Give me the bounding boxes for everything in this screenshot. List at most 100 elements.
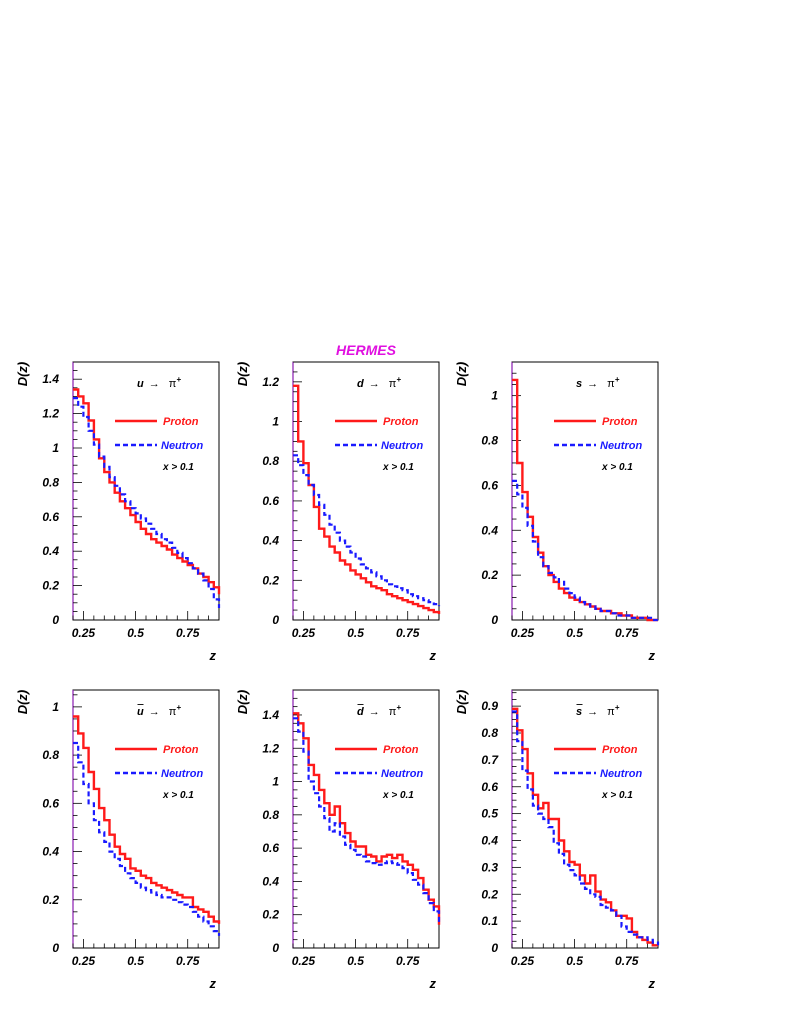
y-tick-label: 1 [52,441,59,455]
neutron-series-line [293,717,441,923]
y-tick-label: 0.8 [262,808,279,822]
x-tick-label: 0.25 [292,626,316,640]
y-axis-label: D(z) [15,362,30,387]
x-tick-label: 0.5 [566,626,583,640]
panel-5: 0.25 0.5 0.75 0 0.2 0.4 0.6 0.8 1 1.2 1.4 z D(z) d → π+… [235,689,441,991]
process-label: d → π+ [357,703,401,718]
process-label: u → π+ [137,703,181,718]
y-tick-label: 0.9 [481,699,498,713]
process-quark: d [357,378,364,390]
process-quark: u [137,706,144,718]
neutron-series-line [73,397,221,608]
x-tick-label: 0.25 [292,954,316,968]
x-tick-label: 0.75 [615,954,639,968]
legend-neutron-label: Neutron [381,768,423,780]
y-tick-label: 0 [52,613,59,627]
y-tick-label: 1 [491,389,498,403]
process-arrow: → [369,378,380,390]
y-tick-label: 0.8 [481,726,498,740]
figure-title: HERMES [336,342,397,358]
process-pion: π [389,378,397,390]
panel-1: 0.25 0.5 0.75 0 0.2 0.4 0.6 0.8 1 1.2 1.4 z D(z) u → π+… [15,361,221,663]
x-tick-label: 0.5 [347,626,364,640]
x-axis-label: z [429,648,437,663]
process-charge: + [176,703,181,712]
y-tick-label: 1.4 [262,708,279,722]
x-tick-label: 0.25 [72,954,96,968]
x-tick-label: 0.75 [396,954,420,968]
neutron-series-line [73,741,221,936]
y-tick-label: 0.4 [481,834,498,848]
legend-cut-label: x > 0.1 [382,790,414,801]
y-tick-label: 0.6 [42,510,59,524]
y-tick-label: 0.4 [262,874,279,888]
y-tick-label: 0.3 [481,860,498,874]
y-tick-label: 0.8 [42,475,59,489]
x-tick-label: 0.5 [566,954,583,968]
legend-proton-label: Proton [383,416,419,428]
legend-neutron-label: Neutron [600,440,642,452]
legend-neutron-label: Neutron [600,768,642,780]
y-tick-label: 0.6 [481,780,498,794]
legend-cut-label: x > 0.1 [601,790,633,801]
process-quark: s [576,378,582,390]
process-charge: + [176,375,181,384]
x-tick-label: 0.75 [615,626,639,640]
legend-cut-label: x > 0.1 [162,462,194,473]
y-tick-label: 0.2 [42,579,59,593]
legend-proton-label: Proton [163,416,199,428]
y-tick-label: 0 [491,613,498,627]
x-axis-label: z [648,648,656,663]
y-tick-label: 1 [272,775,279,789]
x-tick-label: 0.5 [127,626,144,640]
y-tick-label: 0.2 [262,908,279,922]
process-arrow: → [587,378,598,390]
process-label: u → π+ [137,375,181,390]
y-tick-label: 0 [491,941,498,955]
process-arrow: → [149,706,160,718]
plot-frame [511,361,659,621]
legend-proton-label: Proton [602,416,638,428]
neutron-series-line [512,710,660,946]
y-axis-label: D(z) [15,690,30,715]
y-tick-label: 0 [52,941,59,955]
process-pion: π [607,378,615,390]
y-tick-label: 1.2 [42,407,59,421]
y-tick-label: 1.4 [42,372,59,386]
y-tick-label: 0.6 [262,841,279,855]
legend-neutron-label: Neutron [161,440,203,452]
process-pion: π [607,706,615,718]
plot-frame [72,361,220,621]
proton-series-line [293,384,441,614]
process-pion: π [389,706,397,718]
x-tick-label: 0.5 [127,954,144,968]
panel-3: 0.25 0.5 0.75 0 0.2 0.4 0.6 0.8 1 z D(z) s → π+ Proton… [454,361,659,663]
y-axis-label: D(z) [454,362,469,387]
x-tick-label: 0.75 [176,954,200,968]
process-quark: d [357,706,364,718]
x-tick-label: 0.25 [72,626,96,640]
process-pion: π [169,706,177,718]
legend-proton-label: Proton [383,744,419,756]
y-tick-label: 0.2 [262,573,279,587]
legend-neutron-label: Neutron [381,440,423,452]
x-tick-label: 0.75 [396,626,420,640]
process-charge: + [396,703,401,712]
y-tick-label: 0.1 [481,914,498,928]
panel-6: 0.25 0.5 0.75 0 0.1 0.2 0.3 0.4 0.5 0.6 0.7 0.8 0.9 z… [454,689,660,991]
y-tick-label: 1.2 [262,375,279,389]
neutron-series-line [512,479,658,622]
y-tick-label: 0.4 [42,845,59,859]
y-tick-label: 1.2 [262,741,279,755]
legend-cut-label: x > 0.1 [601,462,633,473]
panel-2: 0.25 0.5 0.75 0 0.2 0.4 0.6 0.8 1 1.2 z D(z) d → π+ Pro… [235,361,441,663]
process-quark: s [576,706,582,718]
plot-frame [292,689,440,949]
y-tick-label: 0.4 [42,544,59,558]
y-tick-label: 0.6 [262,494,279,508]
process-charge: + [396,375,401,384]
y-tick-label: 1 [272,415,279,429]
proton-series-line [293,712,441,925]
plot-frame [511,689,659,949]
